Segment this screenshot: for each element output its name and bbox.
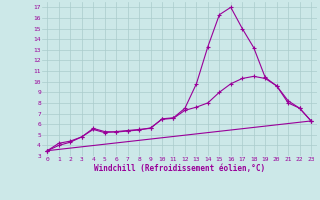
- X-axis label: Windchill (Refroidissement éolien,°C): Windchill (Refroidissement éolien,°C): [94, 164, 265, 173]
